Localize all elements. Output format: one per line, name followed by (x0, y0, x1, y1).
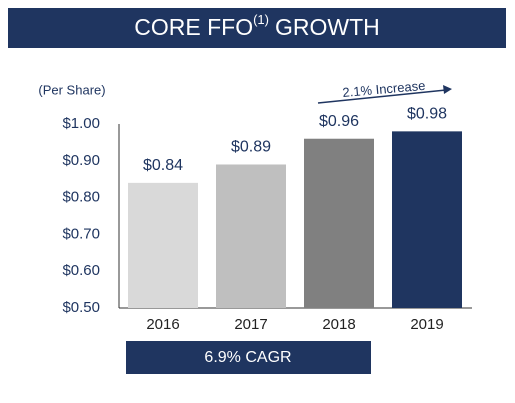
y-tick-label: $0.60 (62, 262, 100, 279)
cagr-label: 6.9% CAGR (204, 349, 291, 366)
bar (128, 182, 198, 308)
x-tick-label: 2016 (146, 316, 179, 333)
bar (304, 138, 374, 308)
y-tick-label: $0.50 (62, 299, 100, 316)
value-label: $0.84 (143, 157, 183, 174)
y-tick-label: $1.00 (62, 115, 100, 132)
value-label: $0.89 (231, 139, 271, 156)
title-main: CORE FFO (134, 14, 253, 40)
chart-title: CORE FFO(1) GROWTH (134, 12, 380, 40)
annotation: 2.1% Increase (342, 78, 426, 100)
x-tick-label: 2018 (322, 316, 355, 333)
y-tick-label: $0.70 (62, 225, 100, 242)
arrow-head (443, 85, 452, 94)
cagr-box (126, 341, 371, 374)
increase-arrow (317, 89, 447, 104)
title-end: GROWTH (275, 14, 380, 40)
title-superscript: (1) (253, 12, 269, 27)
value-label: $0.98 (407, 106, 447, 123)
x-tick-label: 2017 (234, 316, 267, 333)
bar (392, 131, 462, 308)
x-tick-label: 2019 (410, 316, 443, 333)
y-tick-label: $0.80 (62, 189, 100, 206)
y-tick-label: $0.90 (62, 152, 100, 169)
bar (216, 164, 286, 308)
value-label: $0.96 (319, 113, 359, 130)
y-axis-label: (Per Share) (38, 82, 105, 97)
title-bar (8, 8, 506, 48)
